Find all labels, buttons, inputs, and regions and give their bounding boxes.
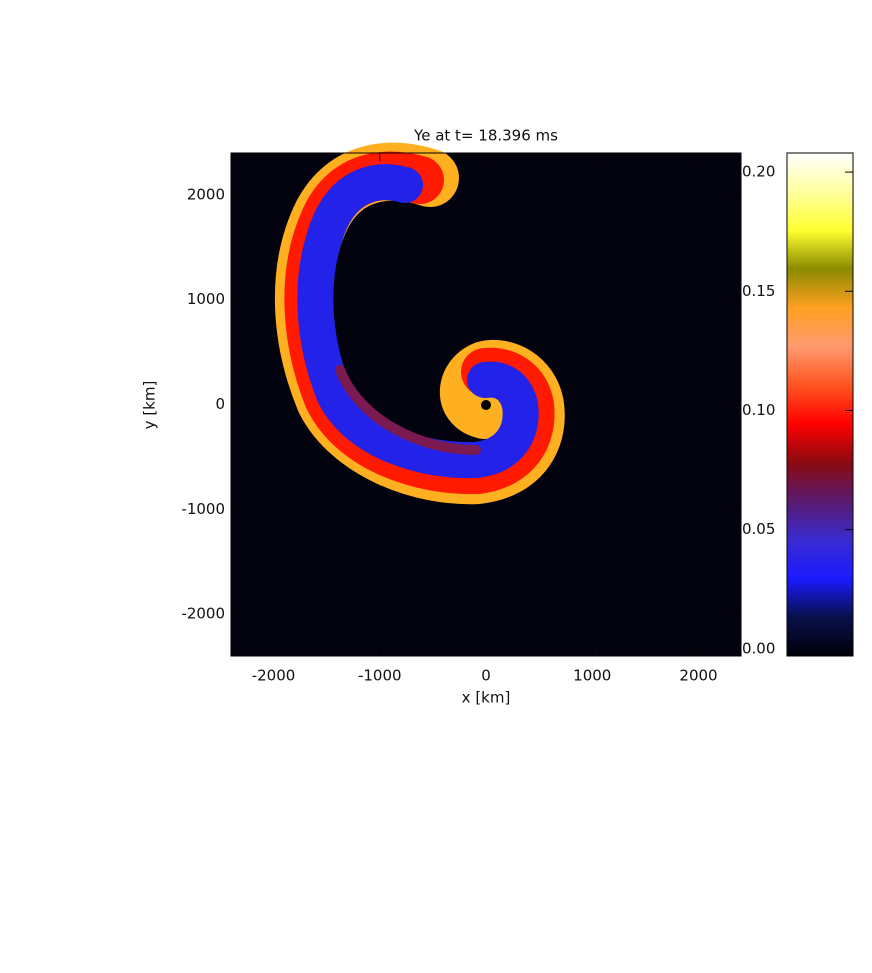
- center: [481, 400, 491, 410]
- y-tick-label: 1000: [187, 290, 225, 308]
- x-tick-label: 1000: [573, 667, 611, 685]
- y-axis-label: y [km]: [141, 381, 159, 430]
- y-tick-label: -1000: [181, 500, 225, 518]
- y-tick-label: 2000: [187, 185, 225, 203]
- spiral-core: [297, 164, 539, 479]
- colorbar-tick-label: 0.20: [742, 163, 775, 181]
- colorbar-tick-label: 0.10: [742, 401, 775, 419]
- y-tick-label: 0: [215, 395, 225, 413]
- x-axis-label: x [km]: [462, 689, 511, 707]
- colorbar-tick-label: 0.00: [742, 639, 775, 657]
- x-tick-label: -2000: [252, 667, 296, 685]
- colorbar: [786, 152, 854, 657]
- x-tick-label: 0: [481, 667, 491, 685]
- spiral-inner: [335, 365, 481, 455]
- x-tick-label: 2000: [679, 667, 717, 685]
- colorbar-tick-label: 0.05: [742, 520, 775, 538]
- field: [274, 142, 565, 505]
- y-tick-label: -2000: [181, 605, 225, 623]
- colorbar-tick-label: 0.15: [742, 282, 775, 300]
- chart-title: Ye at t= 18.396 ms: [413, 127, 558, 145]
- x-tick-label: -1000: [358, 667, 402, 685]
